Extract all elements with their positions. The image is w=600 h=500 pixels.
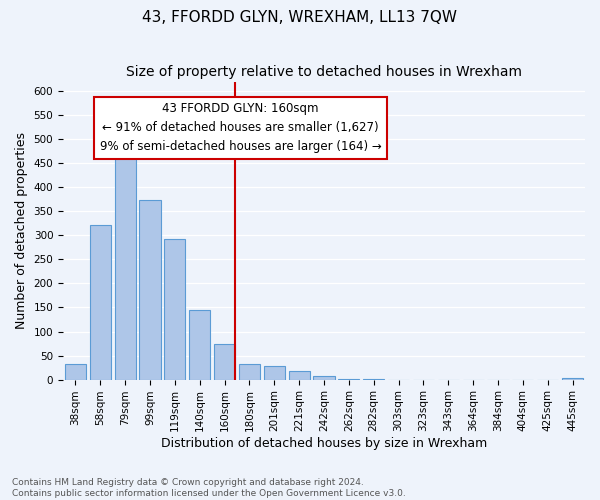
Bar	[313, 376, 335, 380]
Bar	[562, 378, 583, 380]
Bar	[65, 364, 86, 380]
Text: 43 FFORDD GLYN: 160sqm
← 91% of detached houses are smaller (1,627)
9% of semi-d: 43 FFORDD GLYN: 160sqm ← 91% of detached…	[100, 102, 382, 154]
Bar	[289, 371, 310, 380]
Text: Contains HM Land Registry data © Crown copyright and database right 2024.
Contai: Contains HM Land Registry data © Crown c…	[12, 478, 406, 498]
X-axis label: Distribution of detached houses by size in Wrexham: Distribution of detached houses by size …	[161, 437, 487, 450]
Text: 43, FFORDD GLYN, WREXHAM, LL13 7QW: 43, FFORDD GLYN, WREXHAM, LL13 7QW	[143, 10, 458, 25]
Bar	[189, 310, 210, 380]
Bar	[239, 364, 260, 380]
Bar	[139, 200, 161, 380]
Y-axis label: Number of detached properties: Number of detached properties	[15, 132, 28, 329]
Bar	[264, 366, 285, 380]
Title: Size of property relative to detached houses in Wrexham: Size of property relative to detached ho…	[126, 65, 522, 79]
Bar	[214, 344, 235, 380]
Bar	[115, 154, 136, 380]
Bar	[90, 225, 111, 380]
Bar	[164, 238, 185, 380]
